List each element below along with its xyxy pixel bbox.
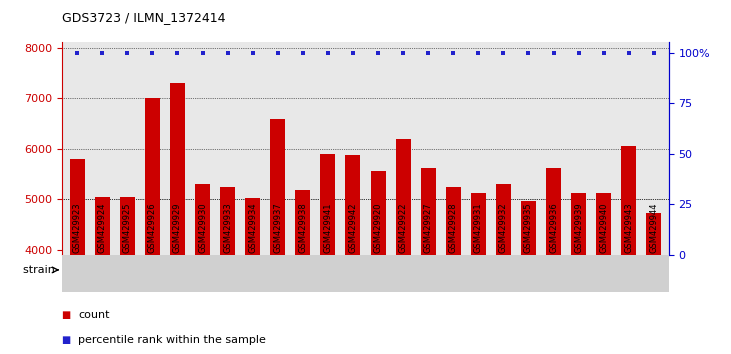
Bar — [596, 193, 611, 255]
Bar — [496, 184, 511, 255]
Bar — [446, 187, 461, 255]
Bar — [69, 159, 85, 255]
Bar — [366, 255, 669, 285]
Bar — [521, 201, 536, 255]
Bar — [270, 119, 285, 255]
Text: GDS3723 / ILMN_1372414: GDS3723 / ILMN_1372414 — [62, 11, 226, 24]
Bar — [621, 145, 636, 255]
Bar — [170, 83, 185, 255]
Text: LCR: LCR — [202, 263, 226, 276]
Bar — [295, 190, 311, 255]
Bar — [95, 197, 110, 255]
Bar — [120, 197, 135, 255]
Bar — [471, 193, 486, 255]
Bar — [371, 171, 385, 255]
Bar — [320, 154, 336, 255]
Text: count: count — [78, 310, 110, 320]
Bar — [195, 184, 210, 255]
Bar — [395, 138, 411, 255]
Bar — [571, 193, 586, 255]
Bar — [62, 255, 366, 285]
Bar — [245, 198, 260, 255]
Bar — [145, 98, 160, 255]
Bar — [346, 155, 360, 255]
Text: percentile rank within the sample: percentile rank within the sample — [78, 335, 266, 345]
Bar — [546, 168, 561, 255]
Text: HCR: HCR — [504, 263, 531, 276]
Text: strain: strain — [23, 265, 58, 275]
Bar — [420, 168, 436, 255]
Text: ■: ■ — [62, 335, 75, 345]
Text: ■: ■ — [62, 310, 75, 320]
Bar — [220, 187, 235, 255]
Bar — [646, 213, 662, 255]
